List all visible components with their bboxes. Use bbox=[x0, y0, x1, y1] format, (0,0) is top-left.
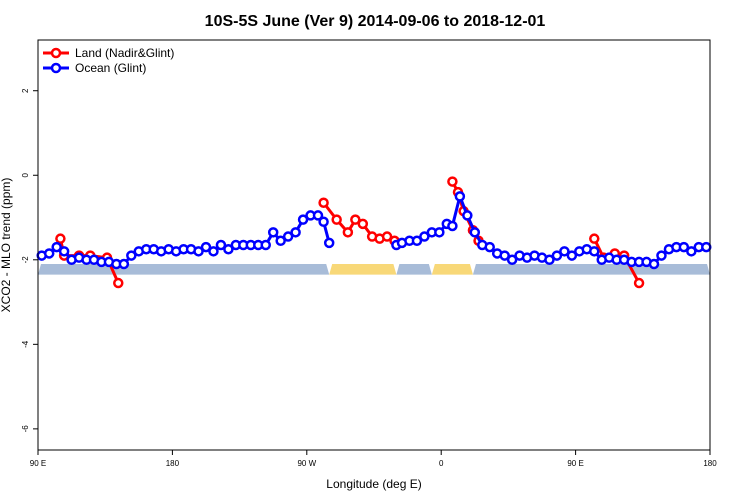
data-point-land bbox=[113, 277, 124, 289]
data-point-ocean bbox=[686, 246, 697, 257]
data-point-ocean bbox=[447, 220, 458, 232]
x-tick-label: 180 bbox=[703, 459, 717, 468]
legend-ocean-label: Ocean (Glint) bbox=[75, 61, 146, 75]
data-point-ocean bbox=[215, 239, 227, 251]
x-tick-label: 180 bbox=[166, 459, 180, 468]
data-point-ocean bbox=[484, 241, 495, 253]
data-point-ocean bbox=[200, 241, 212, 253]
legend-ocean-marker bbox=[50, 62, 62, 74]
data-point-land bbox=[318, 197, 329, 208]
data-point-ocean bbox=[208, 246, 219, 257]
data-point-ocean bbox=[701, 241, 712, 253]
data-point-ocean bbox=[566, 250, 578, 261]
chart-title: 10S-5S June (Ver 9) 2014-09-06 to 2018-1… bbox=[205, 13, 546, 30]
data-point-ocean bbox=[193, 246, 204, 257]
data-point-ocean bbox=[43, 248, 55, 259]
data-point-ocean bbox=[297, 214, 309, 225]
y-tick-label: -4 bbox=[21, 340, 30, 348]
data-point-land bbox=[55, 233, 66, 244]
legend-land-marker bbox=[50, 47, 62, 59]
data-point-ocean bbox=[462, 210, 473, 221]
data-point-land bbox=[633, 277, 645, 289]
data-point-ocean bbox=[282, 231, 294, 242]
data-point-ocean bbox=[469, 227, 481, 238]
data-point-ocean bbox=[126, 250, 137, 261]
data-point-ocean bbox=[318, 216, 329, 228]
data-point-ocean bbox=[411, 235, 423, 247]
data-point-ocean bbox=[290, 227, 301, 238]
data-point-ocean bbox=[656, 250, 667, 261]
legend: Land (Nadir&Glint) Ocean (Glint) bbox=[43, 46, 174, 75]
data-point-land bbox=[589, 233, 600, 244]
data-point-ocean bbox=[323, 237, 335, 249]
plot-frame bbox=[37, 39, 711, 451]
data-point-ocean bbox=[648, 258, 660, 270]
data-point-ocean bbox=[58, 246, 70, 257]
data-point-ocean bbox=[506, 254, 518, 266]
x-tick-label: 90 E bbox=[30, 459, 46, 468]
y-tick-label: 2 bbox=[21, 88, 30, 93]
y-axis-label: XCO2 - MLO trend (ppm) bbox=[0, 178, 13, 313]
data-point-land bbox=[350, 214, 361, 225]
band-segment-ocean bbox=[38, 264, 330, 275]
data-point-ocean bbox=[559, 246, 570, 257]
data-point-land bbox=[342, 227, 354, 238]
legend-land-label: Land (Nadir&Glint) bbox=[75, 46, 174, 60]
series-ocean bbox=[36, 191, 712, 270]
data-point-land bbox=[357, 218, 369, 230]
y-tick-label: -2 bbox=[21, 256, 30, 264]
data-point-ocean bbox=[260, 239, 271, 251]
data-point-ocean bbox=[275, 235, 286, 247]
band-segment-land bbox=[329, 264, 397, 275]
band-segment-land bbox=[431, 264, 473, 275]
data-point-ocean bbox=[118, 258, 130, 270]
data-point-ocean bbox=[454, 191, 466, 202]
data-point-ocean bbox=[544, 254, 555, 266]
data-point-ocean bbox=[434, 227, 445, 238]
y-tick-label: -6 bbox=[21, 425, 30, 433]
data-point-ocean bbox=[499, 250, 510, 261]
x-tick-label: 90 W bbox=[297, 459, 316, 468]
data-point-ocean bbox=[51, 241, 62, 253]
data-point-land bbox=[447, 176, 458, 187]
data-point-ocean bbox=[312, 210, 324, 221]
data-point-ocean bbox=[678, 241, 690, 253]
band-segment-ocean bbox=[472, 264, 710, 275]
x-axis: 90 E 180 90 W 0 90 E 180 bbox=[30, 450, 717, 468]
data-point-land bbox=[381, 231, 393, 242]
y-tick-label: 0 bbox=[21, 172, 30, 177]
data-point-land bbox=[331, 214, 342, 225]
data-point-ocean bbox=[551, 250, 563, 261]
data-point-ocean bbox=[419, 231, 430, 242]
x-axis-label: Longitude (deg E) bbox=[326, 477, 421, 491]
data-point-ocean bbox=[589, 246, 600, 257]
surface-band bbox=[38, 264, 710, 275]
y-axis: -6 -4 -2 0 2 bbox=[21, 88, 38, 432]
data-point-ocean bbox=[223, 243, 234, 255]
x-tick-label: 0 bbox=[439, 459, 444, 468]
series-group bbox=[36, 176, 712, 289]
x-tick-label: 90 E bbox=[567, 459, 583, 468]
band-segment-ocean bbox=[396, 264, 432, 275]
data-point-ocean bbox=[267, 227, 279, 238]
